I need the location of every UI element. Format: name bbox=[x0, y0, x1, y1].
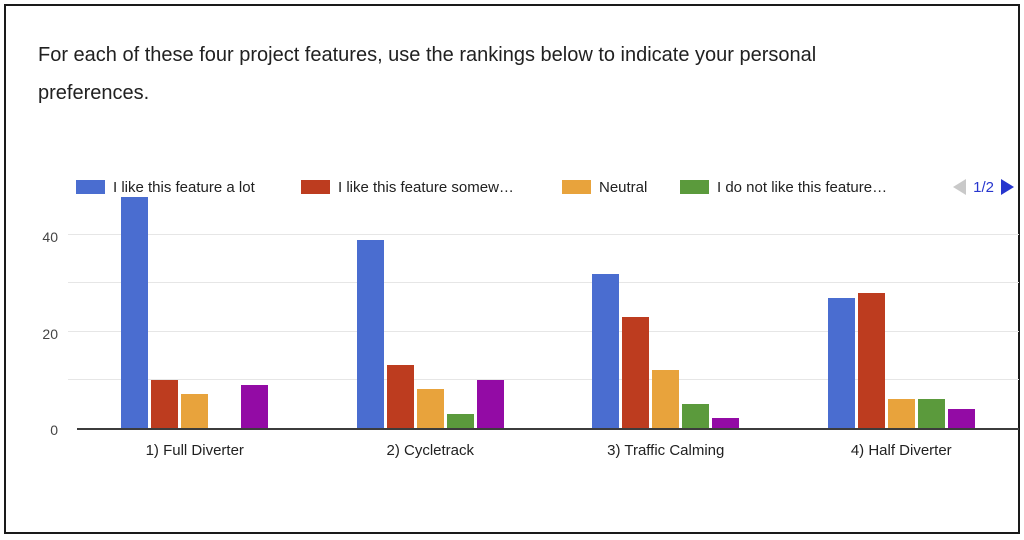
legend-item: I do not like this feature… bbox=[680, 176, 887, 198]
legend-label: I like this feature a lot bbox=[113, 178, 255, 196]
bar bbox=[356, 240, 384, 428]
bar bbox=[622, 317, 650, 428]
bar bbox=[652, 370, 680, 428]
x-axis-category-label: 4) Half Diverter bbox=[850, 442, 952, 459]
legend-swatch-icon bbox=[680, 180, 709, 194]
x-axis-category-label: 2) Cycletrack bbox=[386, 442, 475, 459]
bar bbox=[121, 197, 149, 428]
bar-group bbox=[548, 189, 784, 428]
y-axis-tick-label: 40 bbox=[42, 229, 58, 246]
bands bbox=[77, 189, 1019, 428]
legend-next-button[interactable] bbox=[1001, 179, 1014, 195]
gridline bbox=[68, 378, 1019, 380]
bar bbox=[947, 409, 975, 428]
page-indicator: 1/2 bbox=[973, 178, 994, 196]
bar bbox=[181, 394, 209, 428]
legend-swatch-icon bbox=[562, 180, 591, 194]
bar bbox=[476, 380, 504, 428]
gridline bbox=[68, 234, 1019, 236]
x-axis-category-label: 3) Traffic Calming bbox=[607, 442, 725, 459]
y-axis-tick-label: 20 bbox=[42, 325, 58, 342]
plot-area bbox=[68, 189, 1019, 430]
legend: I like this feature a lot I like this fea… bbox=[0, 176, 1024, 198]
gridline bbox=[68, 282, 1019, 284]
legend-label: I do not like this feature… bbox=[717, 178, 888, 196]
question-title: For each of these four project features,… bbox=[38, 44, 817, 104]
legend-label: Neutral bbox=[599, 178, 648, 196]
bar-group bbox=[313, 189, 549, 428]
y-axis-labels: 0 20 40 bbox=[20, 189, 58, 438]
x-axis-category-label: 1) Full Diverter bbox=[145, 442, 244, 459]
legend-item: I like this feature somew… bbox=[301, 176, 514, 198]
bar bbox=[241, 385, 269, 428]
y-axis-tick-label: 0 bbox=[50, 422, 58, 438]
pagination: 1/2 bbox=[953, 177, 1014, 197]
bar bbox=[592, 274, 620, 428]
legend-item: I like this feature a lot bbox=[76, 176, 255, 198]
legend-item: Neutral bbox=[562, 176, 647, 198]
bar bbox=[386, 365, 414, 428]
bar bbox=[917, 399, 945, 428]
legend-label: I like this feature somew… bbox=[338, 178, 514, 196]
bar bbox=[682, 404, 710, 428]
legend-swatch-icon bbox=[301, 180, 330, 194]
bar bbox=[446, 414, 474, 428]
bar-group bbox=[784, 189, 1020, 428]
legend-swatch-icon bbox=[76, 180, 105, 194]
bar bbox=[712, 418, 740, 428]
bar bbox=[416, 389, 444, 428]
bar bbox=[827, 298, 855, 428]
bar-group bbox=[77, 189, 313, 428]
legend-prev-button[interactable] bbox=[953, 179, 967, 195]
gridline bbox=[68, 330, 1019, 332]
bar bbox=[151, 380, 179, 428]
bar bbox=[887, 399, 915, 428]
x-axis-labels: 1) Full Diverter 2) Cycletrack 3) Traffic … bbox=[77, 442, 1019, 459]
bar bbox=[857, 293, 885, 428]
